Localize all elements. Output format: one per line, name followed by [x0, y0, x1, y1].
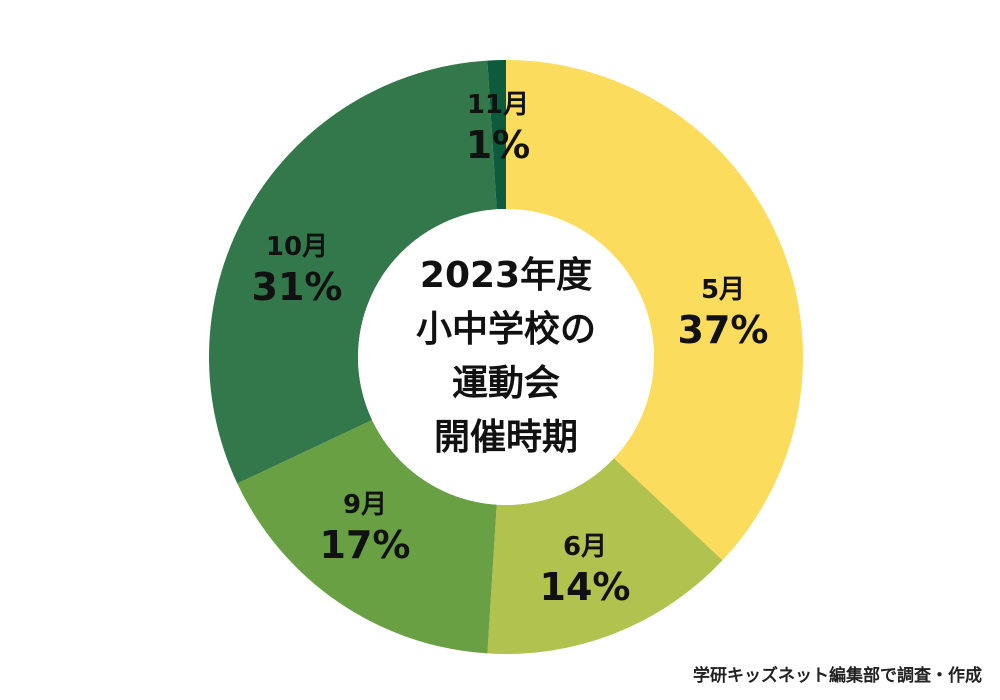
slice-month-november: 11月: [466, 90, 530, 120]
slice-month-may: 5月: [700, 275, 746, 305]
slice-may: [506, 60, 803, 561]
center-title-line-2: 小中学校の: [415, 309, 596, 350]
center-title-line-1: 2023年度: [419, 255, 593, 296]
slice-september: [237, 420, 497, 654]
slice-label-june: 6月 14%: [540, 530, 631, 610]
slice-label-november: 11月 1%: [466, 88, 531, 168]
slice-percent-october: 31%: [251, 265, 343, 309]
slice-label-may: 5月 37%: [678, 273, 769, 353]
slice-label-september: 9月 17%: [320, 488, 411, 568]
slice-percent-november: 1%: [465, 123, 531, 167]
slice-june: [487, 458, 723, 654]
slice-percent-june: 14%: [539, 565, 631, 609]
donut-hole: [358, 209, 654, 505]
slice-month-september: 9月: [342, 490, 388, 520]
chart-center-title: 2023年度 小中学校の 運動会 開催時期: [386, 249, 626, 465]
slice-october: [208, 60, 497, 484]
center-title-line-4: 開催時期: [433, 417, 578, 458]
center-title-line-3: 運動会: [451, 363, 560, 404]
slice-percent-may: 37%: [677, 308, 769, 352]
source-note: 学研キッズネット編集部で調査・作成: [693, 666, 982, 686]
slice-label-october: 10月 31%: [252, 230, 343, 310]
slice-month-june: 6月: [562, 532, 608, 562]
slice-percent-september: 17%: [319, 523, 411, 567]
slice-month-october: 10月: [265, 232, 329, 262]
slice-november: [487, 60, 506, 210]
